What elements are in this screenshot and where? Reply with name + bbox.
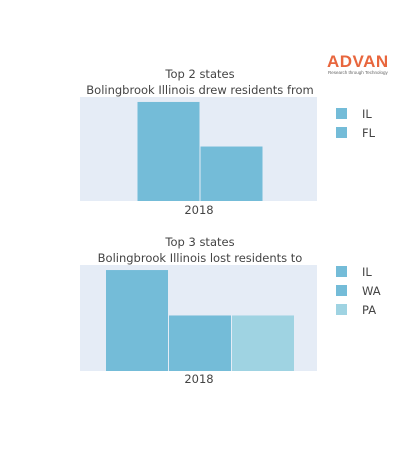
legend-swatch-il [336,266,347,277]
advan-logo: ADVAN Research through Technology [327,53,397,81]
legend-label-il: IL [362,107,372,121]
chart-subtitle: Bolingbrook Illinois lost residents to [98,251,303,265]
legend-label-fl: FL [362,126,376,140]
x-tick-label: 2018 [184,203,213,217]
chart-subtitle: Bolingbrook Illinois drew residents from [86,83,313,97]
logo-wordmark: ADVAN [327,52,389,71]
bar-wa [169,315,231,371]
legend-swatch-pa [336,304,347,315]
x-tick-label: 2018 [184,372,213,386]
chart-title: Top 3 states [164,235,234,249]
bar-il [106,270,168,371]
legend-swatch-wa [336,285,347,296]
bar-fl [200,146,263,201]
bar-il [137,101,200,201]
legend-label-il: IL [362,265,372,279]
bar-pa [232,315,294,371]
logo-tagline: Research through Technology [328,70,388,75]
legend-swatch-fl [336,127,347,138]
legend-label-wa: WA [362,284,381,298]
legend-label-pa: PA [362,303,376,317]
chart-title: Top 2 states [164,67,234,81]
legend-swatch-il [336,108,347,119]
